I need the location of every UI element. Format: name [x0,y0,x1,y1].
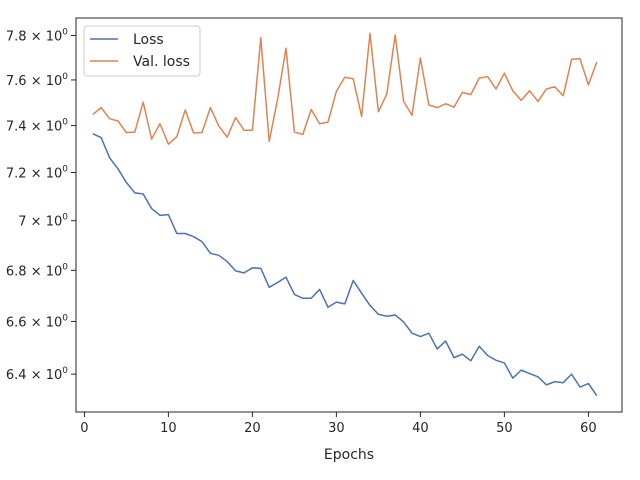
x-tick-label: 20 [244,421,261,436]
legend-label: Val. loss [133,54,190,70]
y-tick-label: 6.6 × 100 [6,313,68,330]
legend-label: Loss [133,32,164,48]
x-tick-label: 0 [80,421,88,436]
y-tick-label: 6.8 × 100 [6,262,68,279]
series-line-val-loss [92,32,598,145]
series-line-loss [92,133,598,397]
x-axis-title: Epochs [324,447,374,463]
y-tick-label: 7.6 × 100 [6,72,68,89]
x-tick-label: 60 [580,421,597,436]
y-tick-label: 7.2 × 100 [6,164,68,181]
x-tick-label: 10 [160,421,177,436]
plot-frame [75,17,623,413]
x-ticks: 0 10 20 30 40 50 60 [80,412,597,436]
x-tick-label: 30 [328,421,345,436]
y-tick-label: 6.4 × 100 [6,366,68,383]
y-tick-label: 7.8 × 100 [6,27,68,44]
x-tick-label: 40 [412,421,429,436]
y-tick-label: 7.4 × 100 [6,118,68,135]
series-lines [92,32,598,397]
legend: Loss Val. loss [83,25,201,77]
x-tick-label: 50 [496,421,513,436]
y-ticks: 6.4 × 100 6.6 × 100 6.8 × 100 7 × 100 7.2 × … [6,27,76,383]
y-tick-label: 7 × 100 [18,213,68,230]
